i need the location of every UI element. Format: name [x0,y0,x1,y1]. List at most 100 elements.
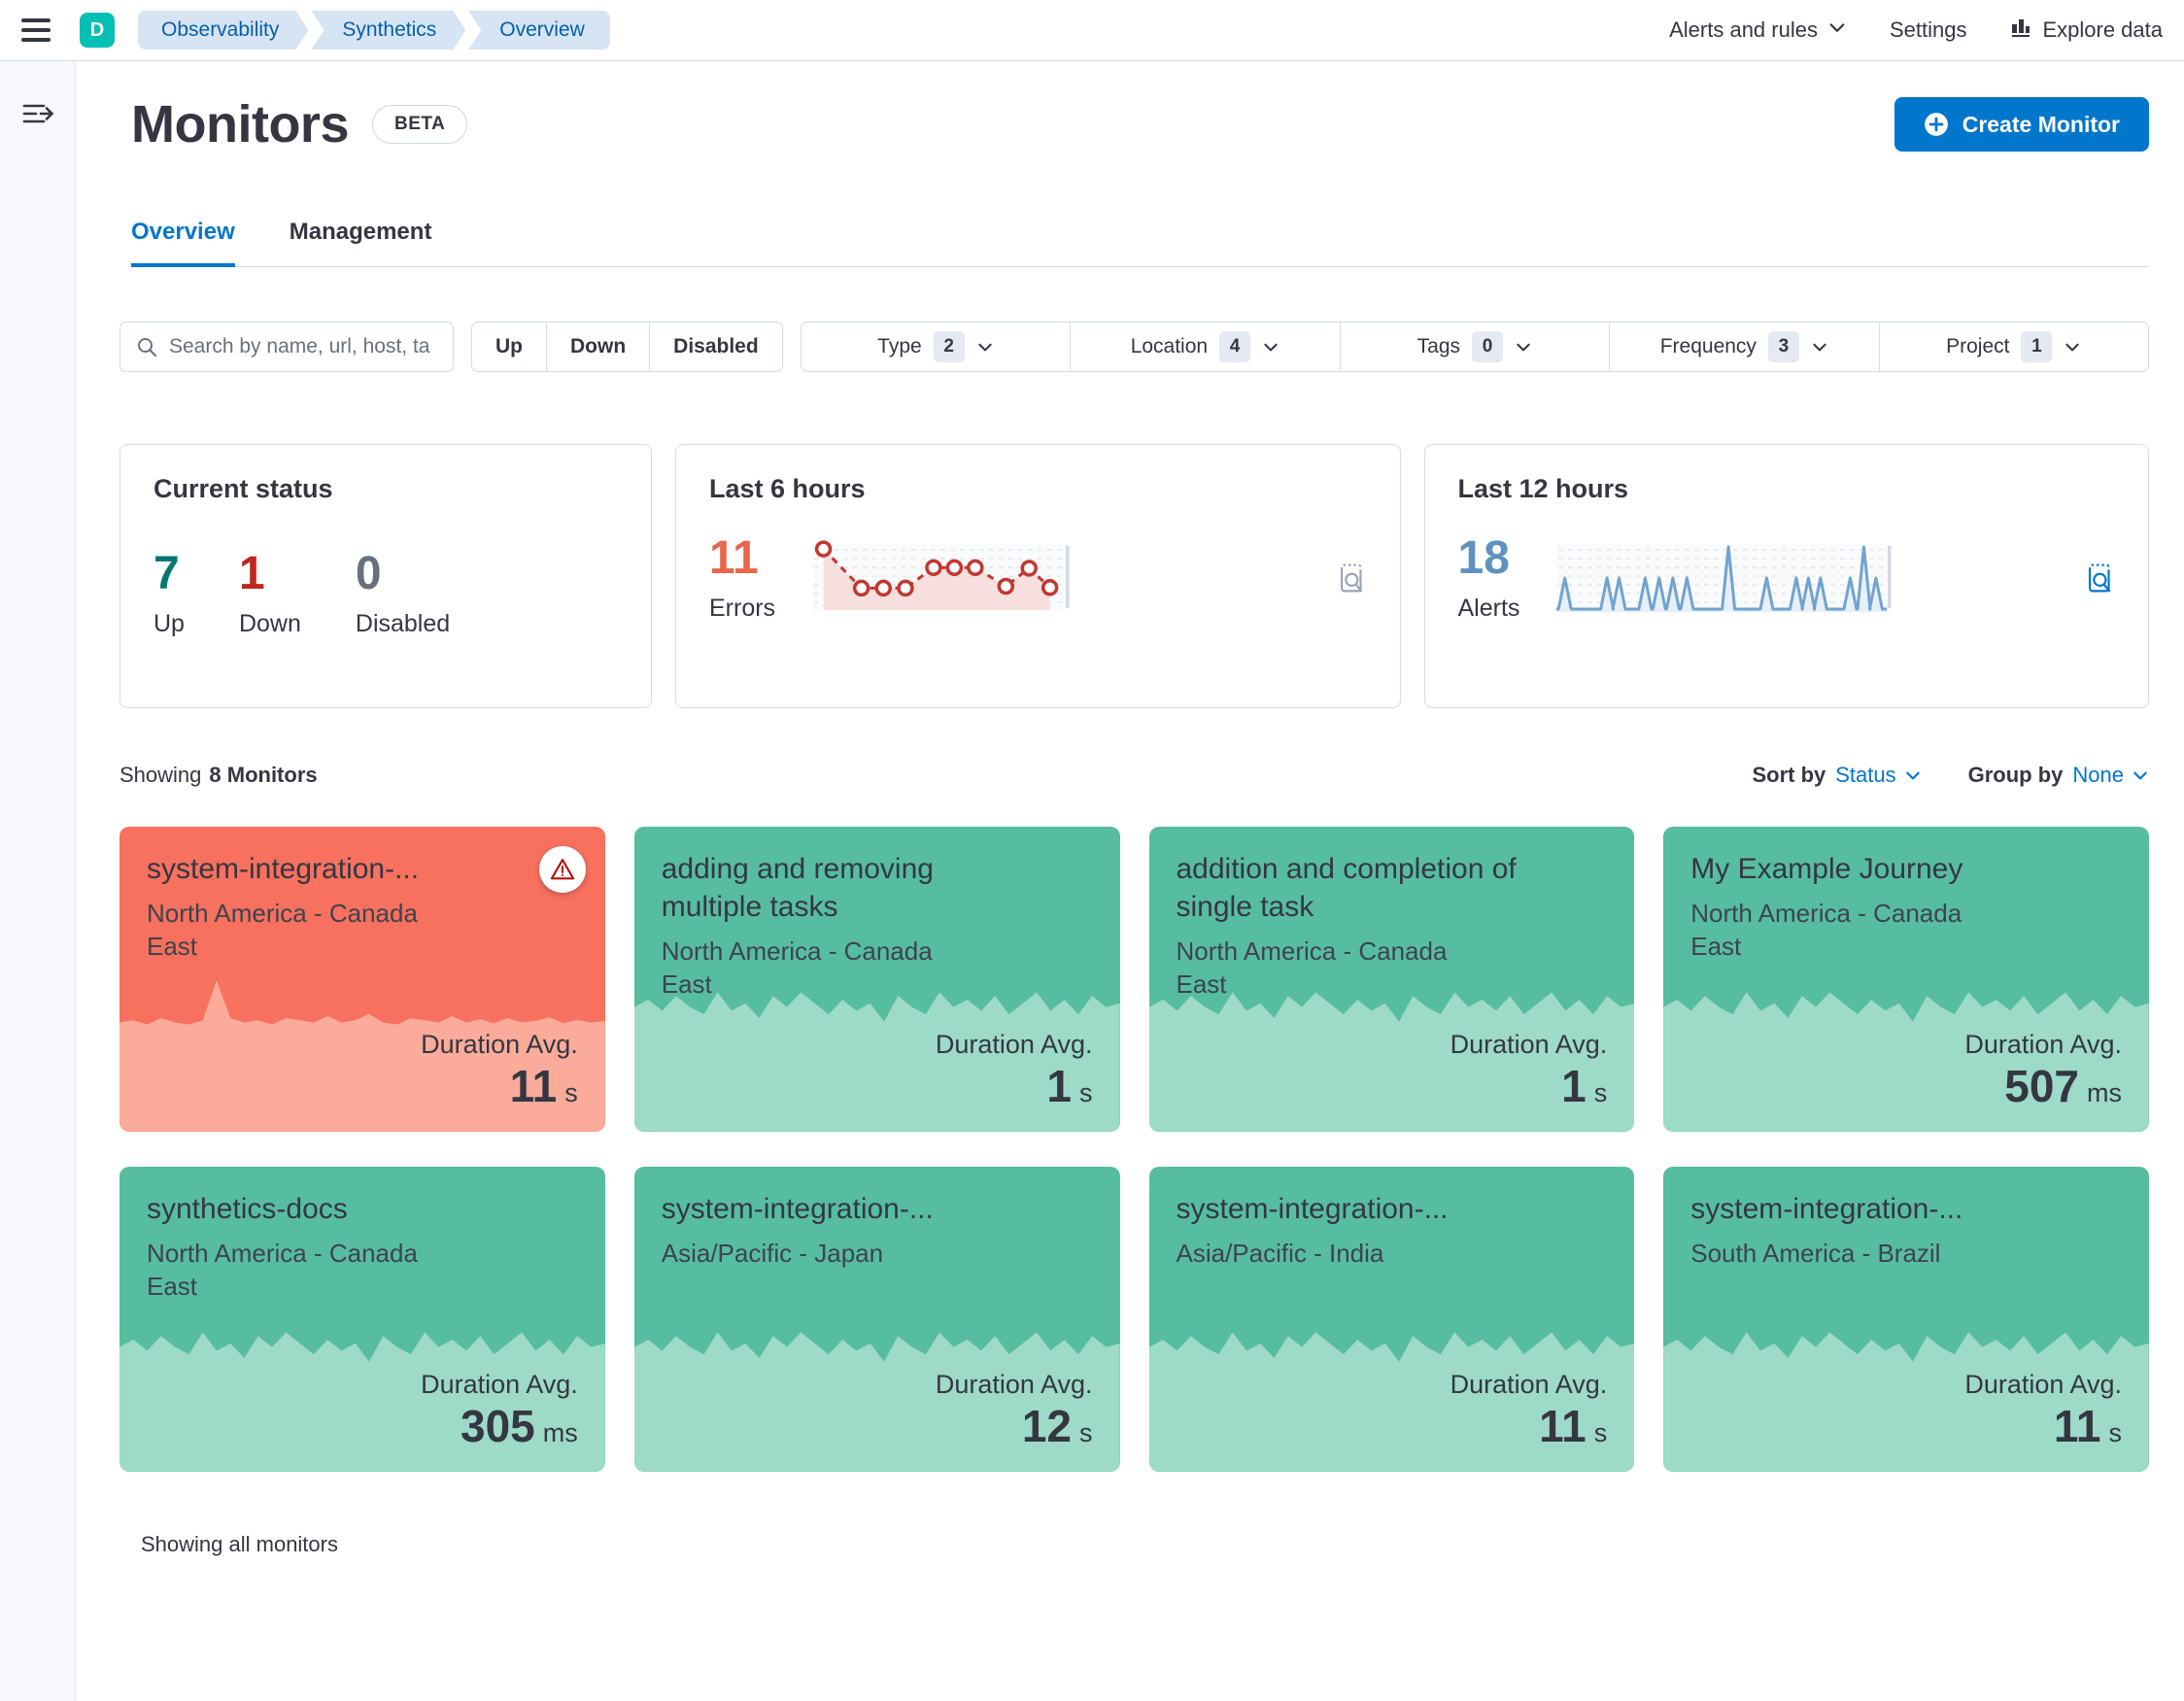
expand-sidebar-icon[interactable] [20,98,55,129]
duration-avg-unit: s [1593,1078,1608,1107]
showing-count: 8 Monitors [209,763,318,787]
filter-type-count-badge: 2 [933,331,965,362]
monitor-card[interactable]: addition and completion of single task N… [1148,827,1635,1132]
monitor-card[interactable]: system-integration-... South America - B… [1663,1167,2149,1472]
errors-label: Errors [709,594,776,622]
group-by-select[interactable]: None [2072,763,2149,788]
filter-project-count-badge: 1 [2021,331,2053,362]
search-box [119,322,454,372]
filter-frequency-dropdown[interactable]: Frequency 3 [1609,323,1879,371]
filter-project-label: Project [1946,335,2010,357]
explore-data-label: Explore data [2042,17,2163,42]
page-title: Monitors [131,95,349,153]
duration-avg-label: Duration Avg. [935,1030,1093,1059]
filter-disabled-button[interactable]: Disabled [649,323,782,371]
duration-avg-label: Duration Avg. [935,1370,1093,1399]
duration-avg-block: Duration Avg. 11 s [1964,1370,2122,1452]
down-stat: 1 Down [238,548,301,638]
current-status-title: Current status [154,474,333,503]
duration-area-chart [119,980,605,1132]
sort-by-select[interactable]: Status [1835,763,1921,788]
tab-bar: Overview Management [131,219,2149,267]
explore-data-link[interactable]: Explore data [2009,16,2163,45]
monitor-card[interactable]: system-integration-... Asia/Pacific - In… [1148,1167,1635,1472]
monitor-name: system-integration-... [1690,1193,1963,1225]
duration-avg-value: 1 [1046,1061,1072,1111]
monitors-page: Monitors BETA Create Monitor Overview Ma… [77,61,2184,1701]
monitor-location: North America - Canada East [1690,899,1962,961]
plus-in-circle-icon [1924,112,1949,137]
chevron-down-icon [1811,338,1828,356]
showing-prefix: Showing [119,763,202,787]
bar-chart-icon [2009,16,2032,45]
tab-overview[interactable]: Overview [131,219,235,267]
monitor-location: North America - Canada East [147,1239,418,1301]
menu-hamburger-icon[interactable] [21,14,58,47]
monitor-list-header: Showing 8 Monitors Sort by Status Group … [119,763,2149,788]
alerts-and-rules-menu[interactable]: Alerts and rules [1669,17,1847,43]
attribute-filter-group: Type 2 Location 4 Tags 0 Frequency 3 Pro… [800,322,2149,372]
filter-down-button[interactable]: Down [546,323,650,371]
filter-tags-dropdown[interactable]: Tags 0 [1339,323,1610,371]
monitor-card[interactable]: system-integration-... North America - C… [119,827,605,1132]
monitor-name: addition and completion of single task [1176,853,1517,923]
breadcrumb-synthetics[interactable]: Synthetics [311,11,465,50]
alerts-stat: 18 Alerts [1457,532,1520,623]
chevron-down-icon [1905,771,1920,780]
up-label: Up [154,609,185,637]
breadcrumb-overview[interactable]: Overview [468,11,610,50]
filter-type-dropdown[interactable]: Type 2 [801,323,1071,371]
duration-avg-value: 305 [461,1401,535,1451]
filter-location-dropdown[interactable]: Location 4 [1070,323,1340,371]
last-6-hours-title: Last 6 hours [709,474,866,503]
duration-avg-label: Duration Avg. [421,1370,578,1399]
filter-project-dropdown[interactable]: Project 1 [1878,323,2148,371]
filter-up-button[interactable]: Up [472,323,546,371]
chevron-down-icon [2133,771,2147,780]
disabled-count: 0 [355,548,382,599]
search-input[interactable] [169,335,437,358]
duration-avg-value: 507 [2004,1061,2079,1111]
beta-badge: BETA [371,105,468,144]
monitor-location: Asia/Pacific - Japan [661,1239,884,1268]
last-12-hours-alerts-card[interactable]: Last 12 hours 18 Alerts [1423,444,2149,708]
filter-tags-count-badge: 0 [1472,331,1504,362]
inspect-errors-icon[interactable] [1338,561,1367,595]
inspect-alerts-icon[interactable] [2086,561,2115,595]
space-avatar[interactable]: D [80,13,115,48]
monitor-name: system-integration-... [147,853,420,885]
filter-frequency-label: Frequency [1659,335,1757,357]
errors-sparkline-chart [812,540,1070,610]
duration-avg-unit: ms [542,1418,578,1447]
overview-stats-row: Current status 7 Up 1 Down 0 Disabled La… [119,444,2149,708]
monitor-card[interactable]: adding and removing multiple tasks North… [633,827,1120,1132]
monitors-grid: system-integration-... North America - C… [119,827,2149,1472]
group-by-control: Group by None [1968,763,2149,788]
up-stat: 7 Up [154,548,185,638]
search-icon [136,336,157,357]
last-6-hours-errors-card[interactable]: Last 6 hours 11 Errors [675,444,1401,708]
duration-avg-value: 11 [2053,1401,2101,1451]
group-by-label: Group by [1967,763,2064,787]
monitor-location: South America - Brazil [1690,1239,1941,1268]
breadcrumb-observability[interactable]: Observability [138,11,308,50]
down-label: Down [238,609,301,637]
monitor-card[interactable]: synthetics-docs North America - Canada E… [119,1167,605,1472]
current-status-card[interactable]: Current status 7 Up 1 Down 0 Disabled [119,444,652,708]
monitor-card[interactable]: system-integration-... Asia/Pacific - Ja… [633,1167,1120,1472]
duration-avg-unit: ms [2087,1078,2122,1107]
warning-badge[interactable] [538,846,586,893]
errors-stat: 11 Errors [709,532,776,623]
monitor-location: North America - Canada East [147,899,418,961]
alerts-label: Alerts [1457,594,1520,622]
settings-link[interactable]: Settings [1890,17,1967,43]
warning-triangle-icon [549,856,576,883]
monitor-card[interactable]: My Example Journey North America - Canad… [1663,827,2149,1132]
duration-area-chart [1148,992,1635,1132]
tab-management[interactable]: Management [289,219,432,245]
create-monitor-label: Create Monitor [1962,111,2120,137]
duration-avg-value: 11 [1539,1401,1587,1451]
monitor-location: North America - Canada East [661,936,933,999]
create-monitor-button[interactable]: Create Monitor [1894,97,2149,152]
